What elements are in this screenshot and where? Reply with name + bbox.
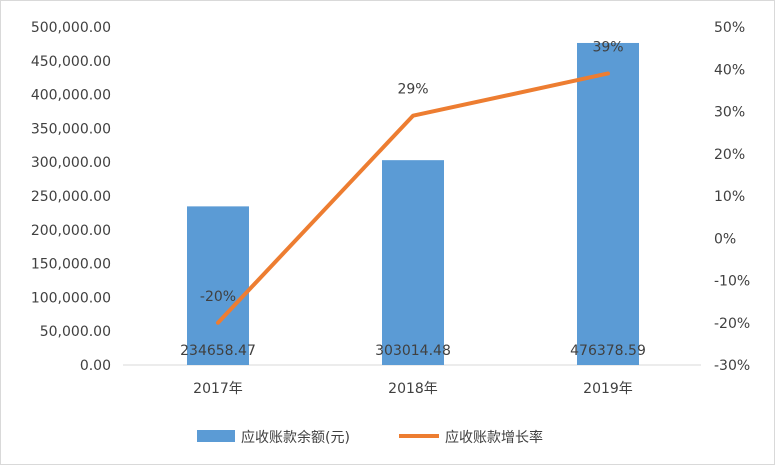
left-axis-tick-label: 400,000.00 xyxy=(31,88,111,104)
left-axis-tick-label: 350,000.00 xyxy=(31,121,111,137)
left-axis-tick-label: 450,000.00 xyxy=(31,54,111,70)
left-axis: 0.00 50,000.00 100,000.00 150,000.00 200,000… xyxy=(31,20,111,374)
left-axis-tick-label: 250,000.00 xyxy=(31,189,111,205)
x-axis-category-label: 2018年 xyxy=(388,381,438,397)
right-axis-tick-label: 10% xyxy=(714,189,745,205)
right-axis: -30% -20% -10% 0% 10% 20% 30% 40% 50% xyxy=(714,20,750,374)
line-value-label: 29% xyxy=(397,82,428,98)
line-value-label: -20% xyxy=(200,289,236,305)
right-axis-tick-label: 0% xyxy=(714,231,736,247)
right-axis-tick-label: 30% xyxy=(714,105,745,121)
right-axis-tick-label: -30% xyxy=(714,358,750,374)
right-axis-tick-label: -10% xyxy=(714,274,750,290)
bar-value-label: 476378.59 xyxy=(570,343,646,359)
left-axis-tick-label: 50,000.00 xyxy=(40,324,111,340)
legend: 应收账款余额(元) 应收账款增长率 xyxy=(197,429,543,446)
right-axis-tick-label: 40% xyxy=(714,62,745,78)
legend-bar-label: 应收账款余额(元) xyxy=(241,429,350,446)
legend-bar-swatch xyxy=(197,430,235,442)
growth-rate-line xyxy=(216,71,610,325)
line-value-label: 39% xyxy=(592,39,623,55)
bar xyxy=(187,206,249,365)
legend-line-label: 应收账款增长率 xyxy=(445,429,543,446)
line-series xyxy=(216,71,610,325)
bar-value-label: 234658.47 xyxy=(180,343,256,359)
bar-value-label: 303014.48 xyxy=(375,343,451,359)
left-axis-tick-label: 150,000.00 xyxy=(31,257,111,273)
line-data-labels: -20% 29% 39% xyxy=(200,39,624,304)
left-axis-tick-label: 300,000.00 xyxy=(31,155,111,171)
left-axis-tick-label: 200,000.00 xyxy=(31,223,111,239)
left-axis-tick-label: 500,000.00 xyxy=(31,20,111,36)
right-axis-tick-label: 20% xyxy=(714,147,745,163)
right-axis-tick-label: -20% xyxy=(714,316,750,332)
x-axis-category-label: 2019年 xyxy=(583,381,633,397)
right-axis-tick-label: 50% xyxy=(714,20,745,36)
bar xyxy=(577,42,639,365)
bar-series xyxy=(187,42,639,365)
left-axis-tick-label: 0.00 xyxy=(80,358,111,374)
bar-data-labels: 234658.47 303014.48 476378.59 xyxy=(180,343,646,359)
bar xyxy=(382,160,444,365)
x-axis-categories: 2017年 2018年 2019年 xyxy=(193,381,633,397)
x-axis-category-label: 2017年 xyxy=(193,381,243,397)
left-axis-tick-label: 100,000.00 xyxy=(31,290,111,306)
